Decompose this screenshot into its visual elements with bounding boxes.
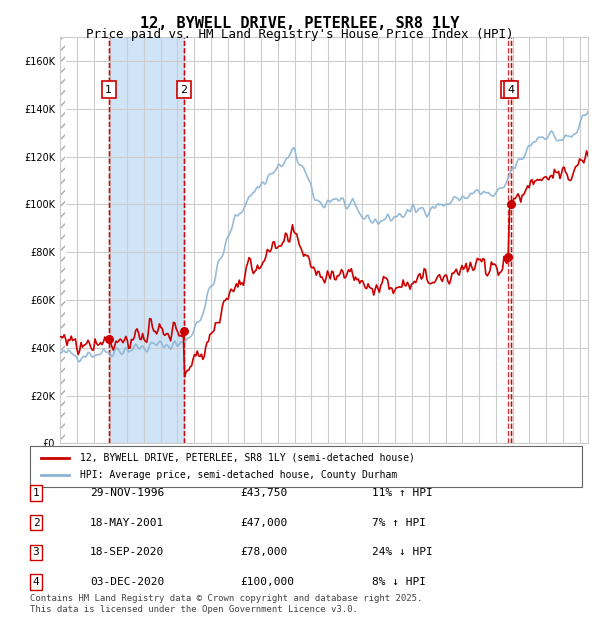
Text: 12, BYWELL DRIVE, PETERLEE, SR8 1LY (semi-detached house): 12, BYWELL DRIVE, PETERLEE, SR8 1LY (sem… (80, 453, 415, 463)
Point (506, 200, 516, 210)
Text: 8% ↓ HPI: 8% ↓ HPI (372, 577, 426, 587)
Point (104, 334, 113, 343)
Bar (60, 37, 65, 443)
FancyBboxPatch shape (30, 446, 582, 487)
Text: 4: 4 (32, 577, 40, 587)
Text: 4: 4 (508, 85, 515, 95)
Text: £43,750: £43,750 (240, 488, 287, 498)
Text: 2: 2 (180, 85, 187, 95)
Text: 7% ↑ HPI: 7% ↑ HPI (372, 518, 426, 528)
Text: £47,000: £47,000 (240, 518, 287, 528)
Text: 24% ↓ HPI: 24% ↓ HPI (372, 547, 433, 557)
Text: 12, BYWELL DRIVE, PETERLEE, SR8 1LY: 12, BYWELL DRIVE, PETERLEE, SR8 1LY (140, 16, 460, 30)
Point (179, 326, 188, 336)
Text: 1: 1 (105, 85, 112, 95)
Text: 1: 1 (32, 488, 40, 498)
Text: 3: 3 (504, 85, 511, 95)
Text: 18-MAY-2001: 18-MAY-2001 (90, 518, 164, 528)
Text: HPI: Average price, semi-detached house, County Durham: HPI: Average price, semi-detached house,… (80, 471, 397, 480)
Text: Price paid vs. HM Land Registry's House Price Index (HPI): Price paid vs. HM Land Registry's House … (86, 28, 514, 41)
Text: 29-NOV-1996: 29-NOV-1996 (90, 488, 164, 498)
Bar (109, 37, 184, 443)
Point (503, 252, 512, 262)
Text: 11% ↑ HPI: 11% ↑ HPI (372, 488, 433, 498)
Text: 3: 3 (32, 547, 40, 557)
Text: 18-SEP-2020: 18-SEP-2020 (90, 547, 164, 557)
Text: 03-DEC-2020: 03-DEC-2020 (90, 577, 164, 587)
Text: 2: 2 (32, 518, 40, 528)
Text: £78,000: £78,000 (240, 547, 287, 557)
Text: Contains HM Land Registry data © Crown copyright and database right 2025.
This d: Contains HM Land Registry data © Crown c… (30, 595, 422, 614)
Text: £100,000: £100,000 (240, 577, 294, 587)
Bar (60, 37, 65, 443)
